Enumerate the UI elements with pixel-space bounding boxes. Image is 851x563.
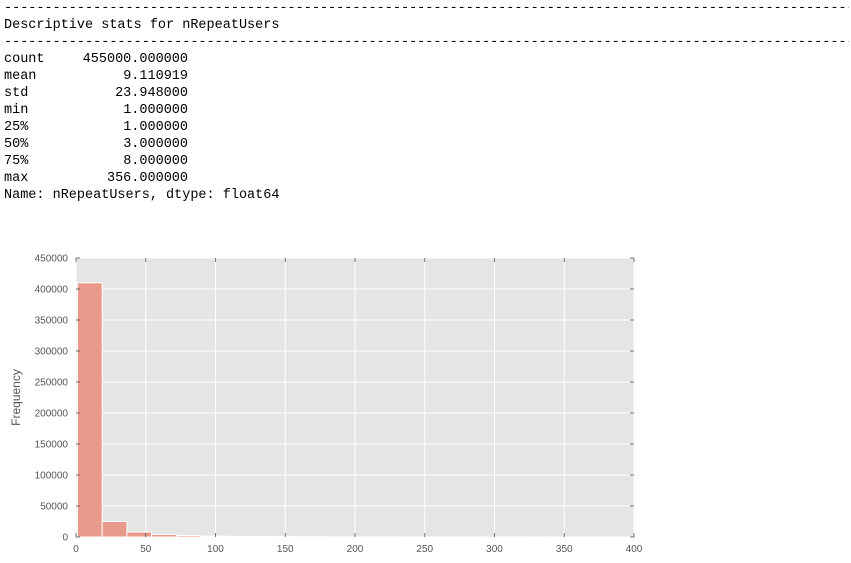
stat-key: std [4, 86, 29, 101]
stat-value: 8.000000 [123, 154, 188, 169]
y-tick-label: 350000 [35, 316, 69, 327]
stat-row-75pct: 75% 8.000000 [4, 153, 849, 170]
stat-key: min [4, 103, 29, 118]
series-name-line: Name: nRepeatUsers, dtype: float64 [4, 188, 280, 203]
stat-value: 1.000000 [123, 103, 188, 118]
histogram-bar [76, 282, 103, 538]
y-tick-label: 150000 [35, 440, 69, 451]
stat-value: 3.000000 [123, 137, 188, 152]
y-tick-label: 400000 [35, 285, 69, 296]
y-tick-label: 250000 [35, 378, 69, 389]
histogram-bar [225, 535, 252, 538]
y-axis-label: Frequency [9, 369, 23, 426]
x-tick-label: 150 [277, 544, 294, 555]
stat-key: count [4, 52, 45, 67]
y-tick-label: 0 [62, 533, 68, 544]
y-tick-label: 50000 [40, 502, 68, 513]
x-tick-label: 100 [207, 544, 224, 555]
stat-row-std: std 23.948000 [4, 85, 849, 102]
x-tick-label: 400 [626, 544, 643, 555]
y-tick-label: 200000 [35, 409, 69, 420]
stats-output: ----------------------------------------… [4, 0, 849, 204]
x-tick-label: 300 [486, 544, 503, 555]
bars [76, 282, 574, 538]
y-tick-label: 450000 [35, 254, 69, 265]
separator-top: ----------------------------------------… [4, 1, 849, 16]
stats-table: count 455000.000000 mean 9.110919 std 23.9480… [4, 51, 849, 187]
separator-bottom: ----------------------------------------… [4, 35, 849, 50]
stat-value: 356.000000 [106, 171, 188, 186]
stat-key: 75% [4, 154, 29, 169]
histogram-bar [200, 535, 227, 538]
stat-key: mean [4, 69, 37, 84]
stat-key: 25% [4, 120, 29, 135]
stat-key: max [4, 171, 29, 186]
stat-value: 455000.000000 [82, 52, 188, 67]
histogram-chart: 0 50 100 150 200 250 300 350 400 0 50000 100000 1500… [9, 254, 643, 556]
stats-header: Descriptive stats for nRepeatUsers [4, 18, 280, 33]
stat-row-mean: mean 9.110919 [4, 68, 849, 85]
stat-value: 9.110919 [123, 69, 188, 84]
y-tick-label: 300000 [35, 347, 69, 358]
stat-value: 23.948000 [115, 86, 188, 101]
y-tick-label: 100000 [35, 471, 69, 482]
histogram-bar [175, 534, 202, 538]
stat-row-25pct: 25% 1.000000 [4, 119, 849, 136]
stat-key: 50% [4, 137, 29, 152]
stat-row-max: max 356.000000 [4, 170, 849, 187]
stat-value: 1.000000 [123, 120, 188, 135]
x-tick-label: 350 [556, 544, 573, 555]
stat-row-count: count 455000.000000 [4, 51, 849, 68]
x-tick-label: 50 [140, 544, 152, 555]
histogram-bar [151, 534, 177, 538]
histogram-bar [101, 521, 128, 538]
axis-ticks: 0 50 100 150 200 250 300 350 400 0 50000 100000 1500… [35, 254, 643, 556]
stat-row-min: min 1.000000 [4, 102, 849, 119]
x-tick-label: 0 [73, 544, 79, 555]
histogram-bar [126, 531, 153, 538]
stat-row-50pct: 50% 3.000000 [4, 136, 849, 153]
x-tick-label: 200 [347, 544, 364, 555]
x-tick-label: 250 [416, 544, 433, 555]
